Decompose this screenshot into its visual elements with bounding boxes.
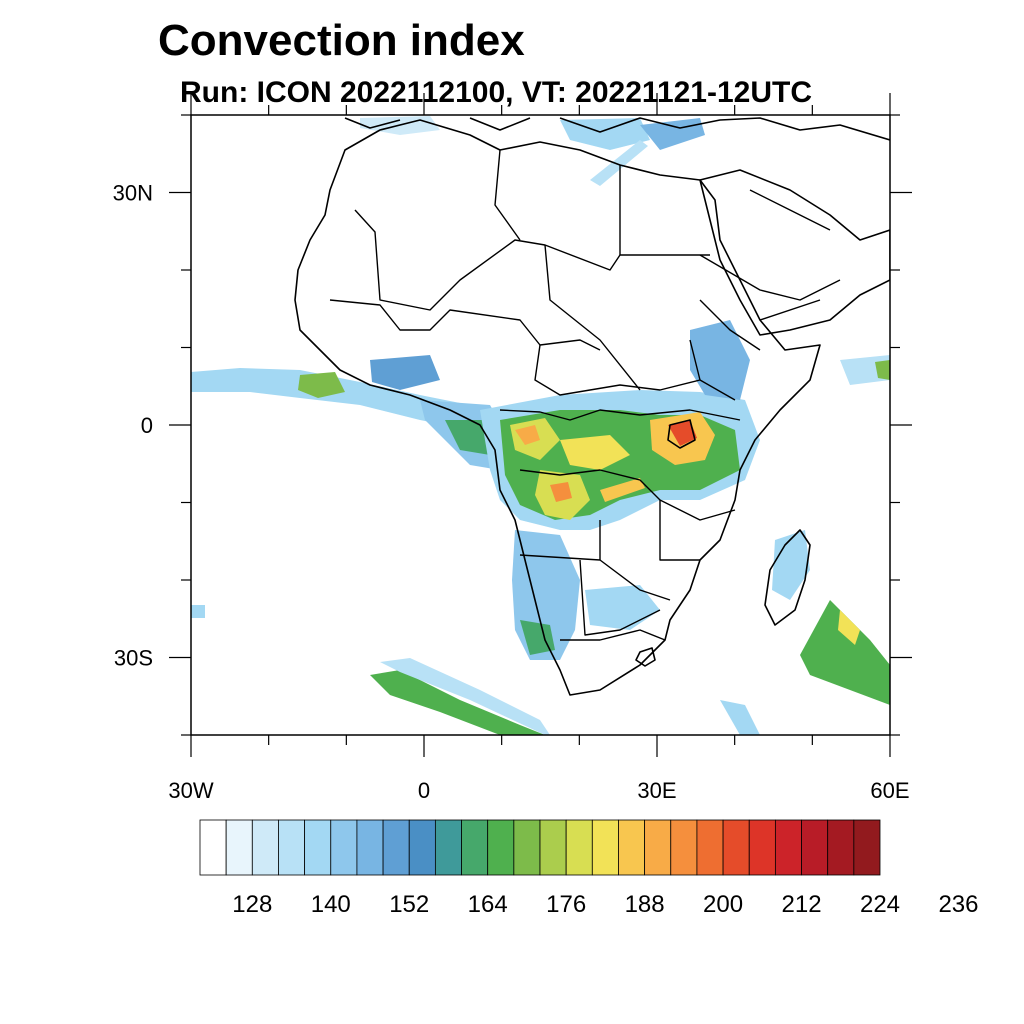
colorbar-label: 140 [311, 891, 351, 918]
convection-area-west-africa-coast [370, 355, 440, 390]
lon-tick-label: 30E [637, 778, 676, 803]
colorbar-label: 224 [860, 891, 900, 918]
colorbar-label: 164 [468, 891, 508, 918]
colorbar-swatch [801, 819, 829, 876]
axis-tick-labels: 30W 0 30E 60E 30N 0 30S [113, 181, 910, 804]
lon-tick-label: 30W [168, 778, 213, 803]
colorbar-label: 128 [232, 891, 272, 918]
lesotho-outline [635, 647, 656, 667]
convection-area-zambia-streak [600, 478, 645, 502]
lat-tick-label: 30N [113, 181, 153, 206]
colorbar-swatch [278, 819, 306, 876]
convection-area-indian-ocean-core [838, 610, 860, 645]
lat-tick-label: 30S [114, 646, 153, 671]
figure-subtitle: Run: ICON 2022112100, VT: 20221121-12UTC [180, 76, 812, 109]
colorbar-swatch [304, 819, 332, 876]
colorbar-swatch [722, 819, 750, 876]
colorbar-swatch [853, 819, 881, 876]
colorbar-label: 188 [625, 891, 665, 918]
colorbar-swatch [225, 819, 253, 876]
colorbar-swatch [644, 819, 672, 876]
lon-tick-label: 60E [870, 778, 909, 803]
colorbar-label: 152 [389, 891, 429, 918]
convection-area-congo-south-core [550, 482, 572, 502]
colorbar-swatch [670, 819, 698, 876]
colorbar [199, 819, 881, 876]
colorbar-labels: 128 140 152 164 176 188 200 212 224 236 [232, 891, 978, 918]
convection-area-congo-core [515, 425, 540, 445]
colorbar-swatch [330, 819, 358, 876]
colorbar-swatch [382, 819, 410, 876]
convection-area-madagascar [772, 530, 810, 600]
country-borders [329, 149, 841, 641]
lake-victoria-outline [667, 419, 696, 449]
africa-coastline [294, 119, 821, 696]
colorbar-swatch [199, 819, 227, 876]
convection-area-west-edge [191, 605, 205, 618]
colorbar-label: 176 [546, 891, 586, 918]
colorbar-swatch [774, 819, 802, 876]
convection-area-south-atlantic-front-edge [380, 658, 550, 735]
convection-area-lake-core [668, 420, 697, 446]
convection-area-atlantic-core [298, 372, 345, 398]
colorbar-swatch [513, 819, 541, 876]
convection-area-southeast-streak [720, 700, 760, 735]
colorbar-swatch [827, 819, 855, 876]
colorbar-swatch [408, 819, 436, 876]
lon-tick-label: 0 [418, 778, 430, 803]
colorbar-swatch [591, 819, 619, 876]
colorbar-label: 212 [782, 891, 822, 918]
colorbar-swatch [539, 819, 567, 876]
map-panel [191, 115, 890, 735]
convection-area-congo-east [560, 435, 630, 470]
colorbar-label: 200 [703, 891, 743, 918]
convection-area-kenya [690, 320, 750, 400]
convection-area-atlantic-band [191, 368, 500, 430]
colorbar-swatch [618, 819, 646, 876]
colorbar-swatch [565, 819, 593, 876]
convection-area-namibia-core [520, 620, 555, 655]
convection-area-red-sea-streak [590, 140, 648, 186]
madagascar-coastline [764, 529, 811, 626]
colorbar-swatch [434, 819, 462, 876]
lat-tick-label: 0 [141, 413, 153, 438]
colorbar-swatch [748, 819, 776, 876]
colorbar-label: 236 [938, 891, 978, 918]
europe-coastline [344, 117, 890, 141]
convection-area-south-atlantic-front [370, 670, 545, 735]
colorbar-swatch [251, 819, 279, 876]
colorbar-swatch [487, 819, 515, 876]
colorbar-swatch [696, 819, 724, 876]
colorbar-swatch [461, 819, 489, 876]
convection-area-east-coast-core [875, 360, 890, 380]
figure-title: Convection index [158, 16, 525, 65]
arabia-coastline [699, 169, 890, 336]
convection-area-indian-ocean-band [800, 600, 890, 705]
axis-ticks [169, 93, 912, 757]
colorbar-swatch [356, 819, 384, 876]
